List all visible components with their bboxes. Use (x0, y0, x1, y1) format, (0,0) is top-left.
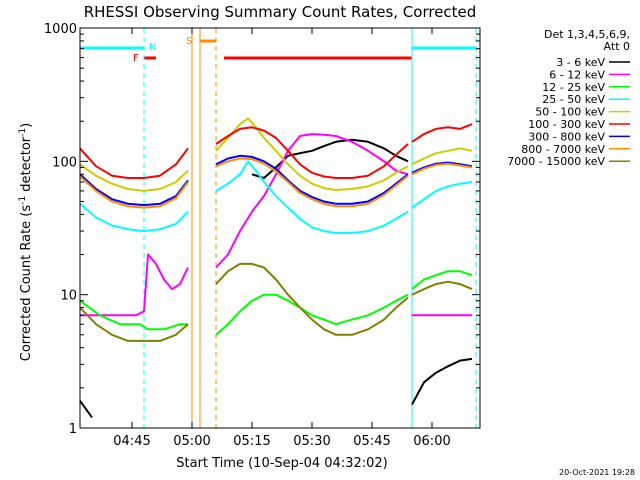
generation-timestamp: 20-Oct-2021 19:28 (559, 468, 635, 477)
series-layer (79, 117, 473, 418)
series-line (79, 154, 473, 207)
event-marker-lines (143, 28, 477, 428)
plot-frame (79, 27, 481, 429)
legend-label: 100 - 300 keV (528, 118, 605, 131)
x-tick-label: 05:00 (173, 434, 210, 449)
x-tick-label: 04:45 (113, 434, 150, 449)
y-axis-label-exp-2: -1 (18, 128, 28, 137)
legend-label: 7000 - 15000 keV (507, 155, 605, 168)
y-axis-label-part-1: Corrected Count Rate (s (19, 205, 34, 362)
legend-detectors: Det 1,3,4,5,6,9, (544, 28, 630, 41)
x-tick-label: 06:00 (413, 434, 450, 449)
legend-label: 3 - 6 keV (556, 56, 605, 69)
flare-flag-label: F (133, 53, 139, 64)
y-axis-ticks: 1 10 100 1000 (44, 22, 480, 437)
x-tick-label: 05:15 (233, 434, 270, 449)
series-line (79, 117, 473, 192)
night-flag-label: N (149, 42, 156, 53)
legend-label: 6 - 12 keV (549, 68, 605, 81)
series-line (79, 157, 473, 209)
x-axis-label: Start Time (10-Sep-04 04:32:02) (176, 456, 387, 471)
x-axis-ticks: 04:45 05:00 05:15 05:30 05:45 06:00 (113, 28, 451, 449)
series-line (79, 138, 473, 418)
y-tick-label: 1 (69, 422, 77, 437)
saa-flag-label: S (186, 36, 192, 47)
y-tick-label: 10 (60, 289, 77, 304)
y-axis-label-exp-1: -1 (18, 196, 28, 205)
observing-flags: NF S (80, 36, 476, 64)
x-tick-label: 05:30 (293, 434, 330, 449)
series-line (79, 160, 473, 234)
legend-label: 50 - 100 keV (535, 106, 605, 119)
y-axis-label-part-2: detector (19, 136, 34, 196)
legend-label: 25 - 50 keV (542, 93, 605, 106)
series-line (79, 262, 473, 342)
legend-attenuator-state: Att 0 (604, 40, 630, 53)
legend-label: 12 - 25 keV (542, 81, 605, 94)
legend-label: 300 - 800 keV (528, 130, 605, 143)
chart-title: RHESSI Observing Summary Count Rates, Co… (84, 3, 477, 21)
y-axis-label: Corrected Count Rate (s-1 detector-1) (18, 123, 34, 361)
x-tick-label: 05:45 (353, 434, 390, 449)
y-tick-label: 1000 (44, 22, 77, 37)
series-line (79, 123, 473, 179)
series-line (80, 133, 472, 317)
series-line (79, 270, 473, 336)
y-tick-label: 100 (52, 155, 77, 170)
legend-label: 800 - 7000 keV (521, 143, 605, 156)
y-axis-label-part-3: ) (19, 123, 34, 128)
